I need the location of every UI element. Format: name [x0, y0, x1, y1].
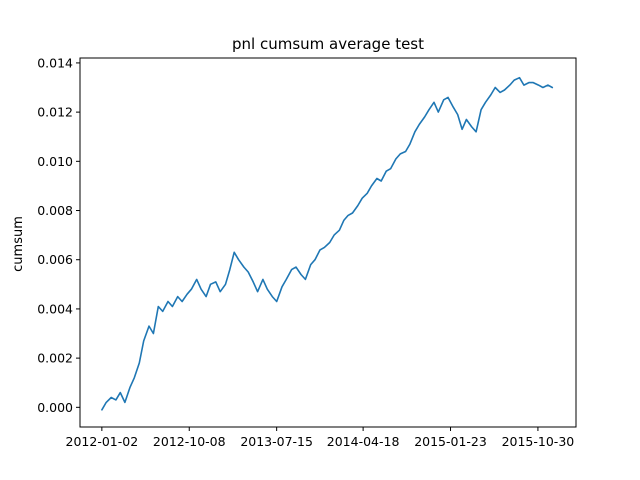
x-tick-label: 2012-01-02	[66, 434, 139, 449]
y-tick-label: 0.006	[37, 252, 73, 267]
x-tick-label: 2015-01-23	[414, 434, 487, 449]
x-tick-label: 2012-10-08	[153, 434, 226, 449]
y-tick-label: 0.012	[37, 105, 73, 120]
plot-frame	[79, 57, 577, 428]
y-tick-label: 0.004	[37, 301, 73, 316]
chart-title: pnl cumsum average test	[232, 35, 424, 53]
y-tick-label: 0.002	[37, 351, 73, 366]
x-tick-label: 2014-04-18	[327, 434, 400, 449]
x-tick-label: 2015-10-30	[502, 434, 575, 449]
y-tick-label: 0.000	[37, 400, 73, 415]
y-axis-label: cumsum	[11, 216, 26, 272]
x-tick-label: 2013-07-15	[240, 434, 313, 449]
plot-area: 2012-01-02 2012-10-08 2013-07-15 2014-04-18…	[37, 55, 577, 449]
y-tick-label: 0.010	[37, 154, 73, 169]
series-line-0	[101, 76, 554, 411]
y-tick-label: 0.014	[37, 55, 73, 70]
y-tick-label: 0.008	[37, 203, 73, 218]
